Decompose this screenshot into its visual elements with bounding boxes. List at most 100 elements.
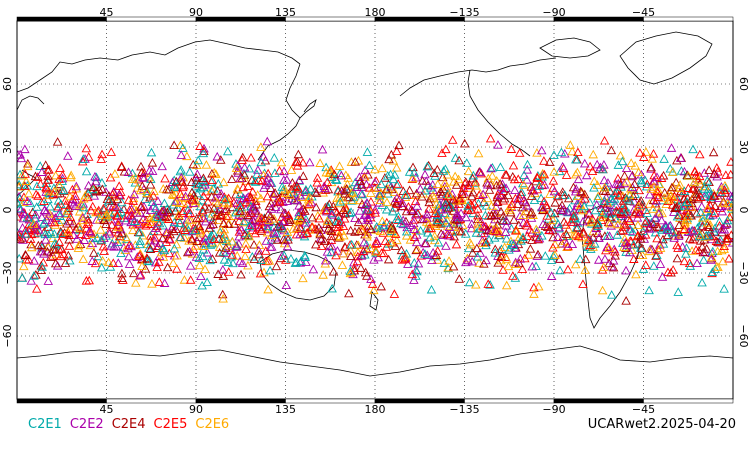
occultation-marker <box>187 234 197 243</box>
occultation-marker <box>533 249 543 259</box>
occultation-marker <box>364 160 375 170</box>
occultation-marker <box>555 265 565 275</box>
occultation-marker <box>597 212 608 221</box>
occultation-marker <box>389 170 400 179</box>
occultation-marker <box>644 285 654 295</box>
occultation-marker <box>296 256 306 265</box>
occultation-marker <box>245 192 256 201</box>
occultation-marker <box>487 171 498 180</box>
occultation-marker <box>145 192 155 202</box>
occultation-marker <box>227 250 237 259</box>
occultation-marker <box>682 170 693 180</box>
occultation-marker <box>262 136 273 146</box>
occultation-marker <box>96 235 107 244</box>
occultation-marker <box>583 215 594 224</box>
occultation-marker <box>217 234 227 244</box>
occultation-marker <box>562 206 572 216</box>
occultation-marker <box>383 254 394 264</box>
occultation-marker <box>37 262 47 271</box>
occultation-marker <box>591 200 602 209</box>
occultation-marker <box>137 261 147 271</box>
occultation-marker <box>270 232 280 242</box>
occultation-marker <box>162 262 173 272</box>
occultation-marker <box>235 256 245 266</box>
occultation-marker <box>349 257 359 267</box>
occultation-marker <box>149 186 159 196</box>
occultation-marker <box>611 179 621 189</box>
occultation-marker <box>335 196 346 206</box>
occultation-marker <box>719 241 729 250</box>
occultation-marker <box>281 280 292 290</box>
occultation-marker <box>429 168 439 177</box>
occultation-marker <box>452 214 462 224</box>
occultation-marker <box>476 228 486 238</box>
occultation-marker <box>333 227 343 236</box>
occultation-marker <box>556 147 567 157</box>
occultation-marker <box>477 238 488 247</box>
occultation-marker <box>382 197 392 207</box>
occultation-marker <box>334 233 344 242</box>
occultation-marker <box>87 256 97 265</box>
occultation-marker <box>197 251 208 261</box>
occultation-marker <box>369 255 379 264</box>
occultation-marker <box>283 231 293 241</box>
occultation-marker <box>619 171 630 180</box>
occultation-marker <box>178 143 188 152</box>
occultation-marker <box>391 162 402 172</box>
occultation-marker <box>147 197 158 207</box>
occultation-marker <box>301 184 311 194</box>
occultation-marker <box>356 180 367 189</box>
occultation-marker <box>659 193 669 202</box>
occultation-marker <box>701 191 712 201</box>
occultation-marker <box>674 229 684 239</box>
occultation-marker <box>279 216 289 226</box>
occultation-marker <box>679 200 690 210</box>
occultation-marker <box>420 249 430 258</box>
occultation-marker <box>168 258 178 267</box>
occultation-marker <box>268 227 279 237</box>
occultation-marker <box>325 165 336 175</box>
occultation-marker <box>546 271 557 280</box>
occultation-marker <box>630 160 640 170</box>
occultation-marker <box>310 224 320 233</box>
occultation-marker <box>466 223 477 233</box>
lon-tick-bottom: 45 <box>100 403 114 416</box>
occultation-marker <box>428 247 438 257</box>
occultation-marker <box>409 215 419 224</box>
occultation-marker <box>320 258 331 268</box>
occultation-marker <box>430 221 441 231</box>
occultation-marker <box>296 207 306 216</box>
occultation-marker <box>40 235 51 244</box>
coastline-alaska <box>399 57 557 97</box>
occultation-marker <box>254 245 264 255</box>
occultation-marker <box>450 153 461 162</box>
occultation-marker <box>510 185 520 195</box>
occultation-marker <box>429 231 440 240</box>
occultation-marker <box>504 245 514 254</box>
occultation-marker <box>202 247 213 257</box>
occultation-marker <box>139 201 149 211</box>
occultation-marker <box>625 190 635 199</box>
occultation-marker <box>681 205 692 215</box>
occultation-marker <box>542 211 552 220</box>
occultation-marker <box>221 243 231 252</box>
occultation-marker <box>116 248 126 258</box>
occultation-marker <box>27 207 38 217</box>
occultation-marker <box>644 246 655 256</box>
occultation-marker <box>501 254 512 263</box>
occultation-marker <box>49 229 60 238</box>
occultation-marker <box>91 207 101 217</box>
occultation-marker <box>604 243 614 252</box>
occultation-marker <box>522 159 533 169</box>
occultation-marker <box>516 187 527 196</box>
occultation-marker <box>158 220 168 230</box>
occultation-marker <box>465 237 475 247</box>
occultation-marker <box>433 179 443 189</box>
occultation-marker <box>656 215 667 225</box>
occultation-marker <box>672 240 682 250</box>
occultation-marker <box>331 217 341 226</box>
occultation-marker <box>33 240 44 250</box>
occultation-marker <box>467 191 477 201</box>
occultation-marker <box>595 162 606 172</box>
